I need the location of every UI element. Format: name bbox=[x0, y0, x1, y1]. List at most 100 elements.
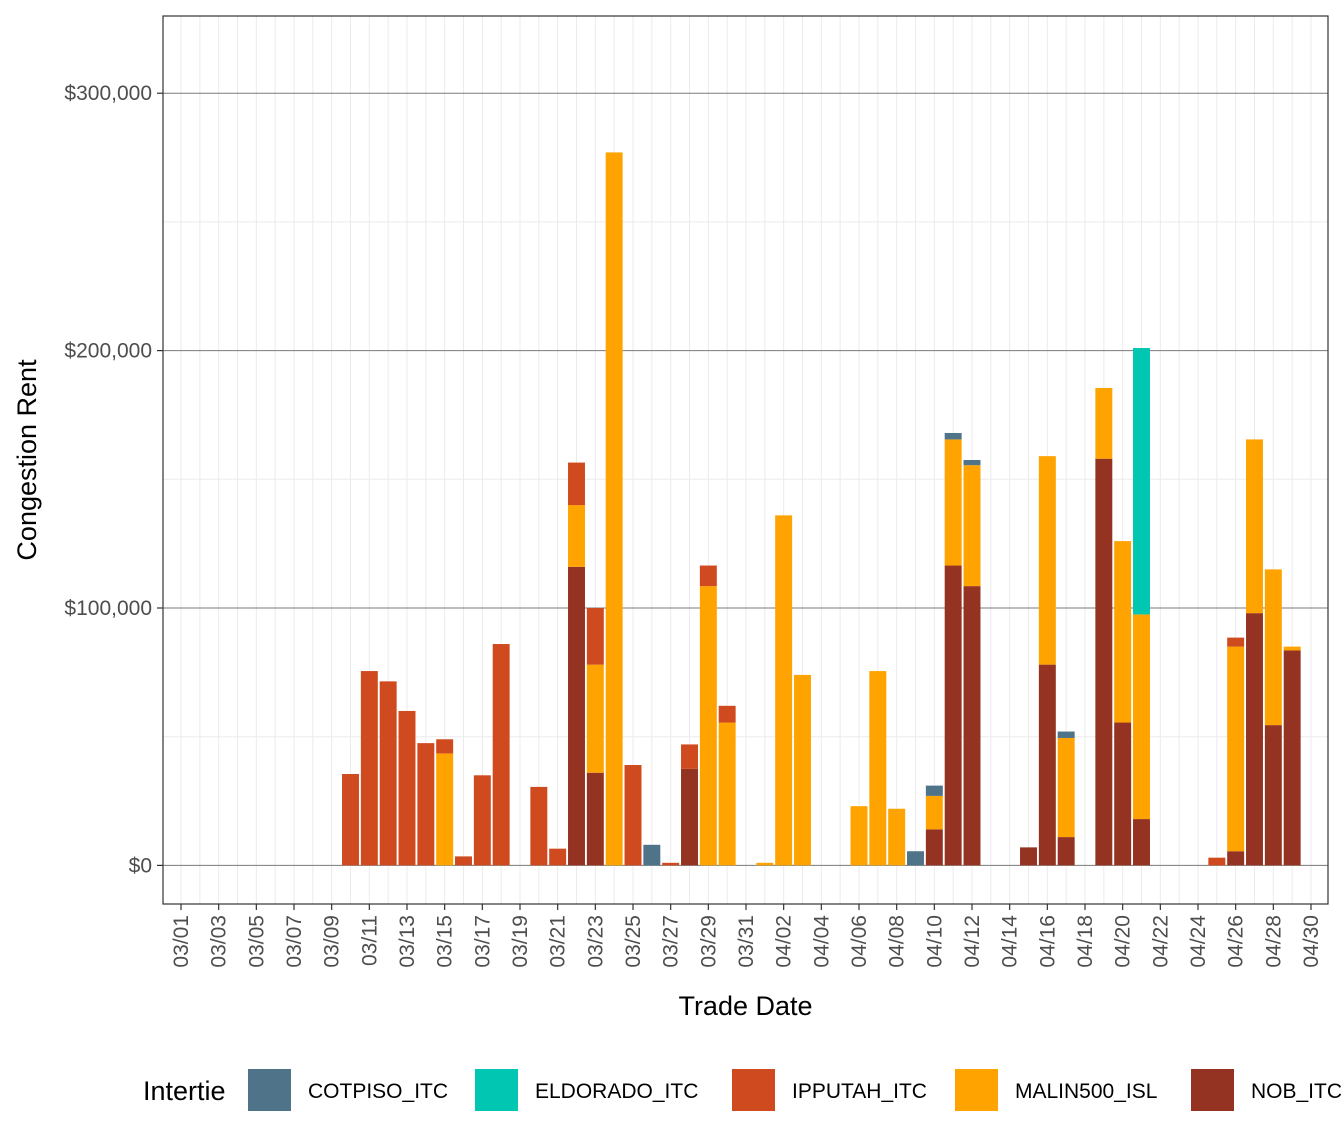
bar-segment bbox=[1264, 569, 1282, 726]
bar-segment bbox=[907, 851, 924, 866]
bar-segment bbox=[473, 775, 491, 866]
bar-segment bbox=[342, 774, 359, 866]
bar-segment bbox=[681, 744, 698, 769]
bar-segment bbox=[1208, 857, 1226, 866]
x-tick-label: 03/27 bbox=[660, 915, 683, 968]
bar-segment bbox=[1114, 541, 1132, 723]
bar-segment bbox=[1020, 847, 1037, 866]
bar-segment bbox=[1095, 458, 1113, 866]
y-tick-label: $0 bbox=[129, 854, 152, 877]
x-tick-label: 04/12 bbox=[961, 915, 984, 968]
bar-segment bbox=[436, 739, 454, 754]
x-tick-label: 03/11 bbox=[358, 915, 381, 966]
x-tick-label: 03/03 bbox=[208, 915, 231, 968]
y-tick-label: $200,000 bbox=[64, 340, 152, 363]
x-tick-label: 04/22 bbox=[1149, 915, 1172, 968]
legend: Intertie COTPISO_ITC ELDORADO_ITC IPPUTAH_… bbox=[143, 1069, 1342, 1111]
bar-segment bbox=[1246, 613, 1263, 866]
bar-segment bbox=[963, 465, 981, 587]
bar-segment bbox=[1264, 725, 1282, 866]
bar-segment bbox=[925, 829, 943, 866]
bar-segment bbox=[794, 674, 811, 866]
x-tick-label: 03/09 bbox=[321, 915, 344, 968]
x-tick-label: 03/17 bbox=[471, 915, 494, 968]
legend-label: ELDORADO_ITC bbox=[535, 1080, 698, 1103]
legend-swatch bbox=[732, 1069, 775, 1111]
bar-segment bbox=[492, 644, 510, 866]
bar-segment bbox=[624, 765, 642, 866]
bar-segment bbox=[1133, 348, 1150, 615]
x-tick-label: 04/10 bbox=[923, 915, 946, 968]
x-tick-label: 03/19 bbox=[509, 915, 532, 968]
bar-segment bbox=[586, 664, 604, 773]
bar-segment bbox=[925, 795, 943, 830]
bar-segment bbox=[925, 785, 943, 796]
bar-segment bbox=[1133, 819, 1150, 866]
bar-segment bbox=[888, 808, 906, 866]
bar-segment bbox=[944, 439, 962, 566]
bar-segment bbox=[662, 862, 680, 866]
x-tick-label: 04/02 bbox=[773, 915, 796, 968]
x-tick-label: 03/31 bbox=[735, 915, 758, 968]
bar-segment bbox=[1283, 650, 1301, 866]
bar-segment bbox=[699, 565, 717, 587]
bar-segment bbox=[963, 586, 981, 866]
bar-segment bbox=[1038, 456, 1056, 665]
legend-swatch bbox=[248, 1069, 291, 1111]
x-tick-label: 04/28 bbox=[1262, 915, 1285, 968]
bar-segment bbox=[1283, 646, 1301, 651]
x-tick-label: 04/18 bbox=[1074, 915, 1097, 968]
bar-segment bbox=[1038, 664, 1056, 866]
bar-segment bbox=[850, 806, 868, 866]
bar-segment bbox=[681, 768, 698, 866]
x-tick-label: 04/06 bbox=[848, 915, 871, 968]
x-axis: 03/01 03/03 03/05 03/07 03/09 03/11 03/13 03/15… bbox=[170, 904, 1323, 968]
bar-segment bbox=[568, 566, 585, 866]
x-tick-label: 03/13 bbox=[396, 915, 419, 968]
bar-segment bbox=[586, 772, 604, 866]
bar-segment bbox=[568, 505, 585, 567]
legend-label: COTPISO_ITC bbox=[308, 1080, 448, 1103]
legend-swatch bbox=[1191, 1069, 1234, 1111]
legend-label: IPPUTAH_ITC bbox=[792, 1080, 927, 1103]
bar-segment bbox=[963, 460, 981, 466]
x-tick-label: 03/21 bbox=[547, 915, 570, 968]
bar-segment bbox=[530, 786, 548, 866]
bar-segment bbox=[1114, 722, 1132, 866]
bar-segment bbox=[718, 705, 736, 723]
y-axis: $0 $100,000 $200,000 $300,000 bbox=[64, 82, 163, 877]
bar-segment bbox=[1227, 637, 1245, 647]
bar-segment bbox=[605, 152, 623, 866]
bar-segment bbox=[398, 710, 416, 866]
bar-segment bbox=[1246, 439, 1263, 614]
bar-segment bbox=[436, 753, 454, 866]
y-tick-label: $300,000 bbox=[64, 82, 152, 105]
x-tick-label: 03/25 bbox=[622, 915, 645, 968]
bar-segment bbox=[1095, 387, 1113, 459]
bar-segment bbox=[568, 462, 585, 506]
bar-segment bbox=[718, 722, 736, 866]
x-tick-label: 03/07 bbox=[283, 915, 306, 968]
bar-segment bbox=[1057, 837, 1075, 866]
x-tick-label: 04/14 bbox=[999, 915, 1022, 968]
legend-label: MALIN500_ISL bbox=[1015, 1080, 1157, 1103]
x-axis-title: Trade Date bbox=[678, 991, 812, 1021]
bar-segment bbox=[549, 848, 567, 866]
legend-label: NOB_ITC bbox=[1251, 1080, 1342, 1103]
bar-segment bbox=[775, 515, 793, 866]
x-tick-label: 04/04 bbox=[810, 915, 833, 968]
x-tick-label: 04/20 bbox=[1112, 915, 1135, 968]
bar-segment bbox=[699, 586, 717, 866]
x-tick-label: 03/23 bbox=[584, 915, 607, 968]
bar-segment bbox=[1133, 614, 1150, 820]
bars-layer bbox=[342, 152, 1301, 866]
x-tick-label: 04/30 bbox=[1300, 915, 1323, 968]
bar-segment bbox=[1057, 737, 1075, 838]
bar-segment bbox=[1227, 851, 1245, 866]
bar-segment bbox=[1057, 731, 1075, 738]
minor-gridlines bbox=[163, 16, 1328, 904]
bar-segment bbox=[455, 856, 472, 866]
x-tick-label: 04/08 bbox=[886, 915, 909, 968]
x-tick-label: 03/15 bbox=[434, 915, 457, 968]
y-axis-title: Congestion Rent bbox=[12, 359, 42, 561]
